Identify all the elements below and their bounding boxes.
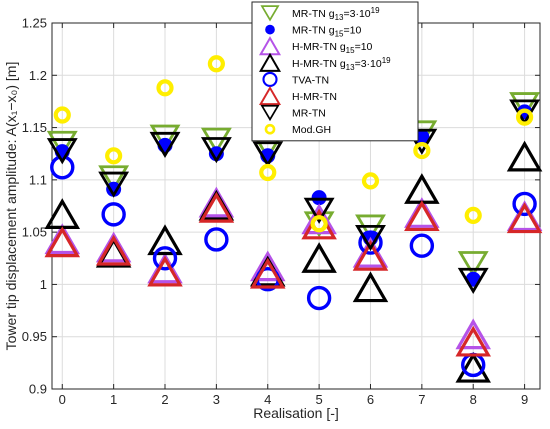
data-point: [311, 190, 327, 206]
legend-marker: [262, 71, 278, 87]
legend-item: H-MR-TN g13=3·1019: [258, 52, 391, 72]
legend-label: H-MR-TN: [292, 91, 337, 103]
x-tick-label: 2: [161, 392, 168, 407]
data-point: [207, 55, 225, 73]
data-point: [358, 230, 383, 255]
x-tick-label: 0: [59, 392, 66, 407]
data-point: [149, 124, 181, 151]
data-point: [249, 250, 286, 282]
data-point: [515, 108, 534, 126]
legend-item: H-MR-TN g15=10: [258, 36, 373, 56]
data-point: [301, 242, 337, 273]
data-point: [506, 140, 543, 172]
series-6: [46, 99, 541, 294]
legend-item: Mod.GH: [264, 123, 331, 136]
data-point: [455, 318, 491, 350]
legend-marker: [260, 104, 280, 122]
y-tick-label: 1.15: [22, 120, 47, 135]
legend-item: TVA-TN: [262, 71, 329, 87]
data-point: [98, 165, 130, 192]
data-point: [464, 206, 482, 225]
legend-label: MR-TN g15=10: [292, 25, 361, 39]
series-5: [44, 191, 543, 357]
legend-label: H-MR-TN g15=10: [292, 41, 373, 55]
data-point: [156, 79, 174, 97]
legend-label: TVA-TN: [292, 74, 329, 86]
data-point: [361, 172, 380, 190]
legend-label: Mod.GH: [292, 124, 331, 136]
x-tick-label: 9: [521, 392, 528, 407]
y-tick-label: 1.05: [22, 225, 47, 240]
data-point: [409, 233, 435, 258]
data-point: [310, 215, 328, 233]
legend-marker: [260, 5, 280, 22]
x-tick-label: 6: [367, 392, 374, 407]
data-point: [152, 246, 178, 271]
y-tick-label: 1.1: [29, 172, 47, 187]
data-point: [105, 147, 123, 165]
data-point: [53, 106, 71, 124]
data-point: [252, 141, 284, 168]
legend-label: MR-TN: [292, 108, 326, 120]
data-point: [413, 141, 431, 160]
data-point: [455, 325, 491, 357]
data-point: [259, 163, 277, 182]
legend-marker: [264, 123, 276, 135]
y-axis-label: Tower tip displacement amplitude: A(x₁−x…: [3, 62, 19, 351]
x-tick-label: 5: [315, 392, 322, 407]
y-tick-label: 0.95: [22, 329, 47, 344]
data-point: [512, 191, 537, 217]
y-tick-label: 1.2: [29, 68, 47, 83]
x-tick-label: 8: [470, 392, 477, 407]
y-tick-label: 1: [40, 277, 47, 292]
data-point: [455, 351, 491, 383]
x-axis-label: Realisation [-]: [253, 405, 339, 421]
legend-item: MR-TN g13=3·1019: [260, 5, 380, 22]
legend-item: MR-TN: [260, 104, 326, 122]
legend-marker: [258, 85, 282, 106]
data-point: [200, 127, 232, 154]
data-point: [147, 255, 183, 287]
data-point: [44, 226, 81, 258]
x-tick-label: 4: [264, 392, 271, 407]
data-point: [506, 202, 543, 234]
legend-label: H-MR-TN g13=3·1019: [292, 56, 391, 72]
data-point: [50, 155, 75, 180]
axes: 0 1 2 3 4 5 6 7 8 9 0.9 0.95 1 1.05 1.1 1.15 1.2 1.25: [22, 16, 541, 407]
data-point: [355, 224, 386, 252]
legend-marker: [258, 52, 282, 72]
data-point: [200, 137, 232, 164]
data-point: [457, 251, 489, 278]
data-point: [352, 271, 389, 303]
data-point: [306, 285, 332, 311]
data-point: [204, 227, 229, 252]
legend-label: MR-TN g13=3·1019: [292, 6, 380, 22]
data-point: [95, 234, 132, 266]
data-point: [147, 224, 183, 256]
x-tick-label: 7: [418, 392, 425, 407]
y-tick-label: 0.9: [29, 382, 47, 397]
x-tick-label: 1: [110, 392, 117, 407]
legend: MR-TN g13=3·1019 MR-TN g15=10 H-MR-TN g15=…: [251, 1, 419, 142]
data-point: [303, 197, 335, 224]
legend-item: MR-TN g15=10: [265, 24, 361, 39]
data-point: [249, 257, 286, 289]
y-tick-label: 1.25: [22, 16, 47, 31]
legend-marker: [265, 24, 275, 35]
data-point: [101, 202, 126, 227]
x-tick-label: 3: [213, 392, 220, 407]
legend-item: H-MR-TN: [258, 85, 337, 106]
data-point: [404, 200, 440, 232]
data-series: [44, 55, 543, 383]
data-point: [198, 191, 235, 223]
data-point: [149, 131, 181, 159]
data-point: [46, 130, 78, 158]
data-point: [457, 267, 489, 294]
data-point: [509, 92, 541, 119]
data-point: [98, 171, 130, 198]
data-point: [46, 138, 78, 165]
series-7: [53, 55, 534, 233]
data-point: [352, 239, 389, 271]
